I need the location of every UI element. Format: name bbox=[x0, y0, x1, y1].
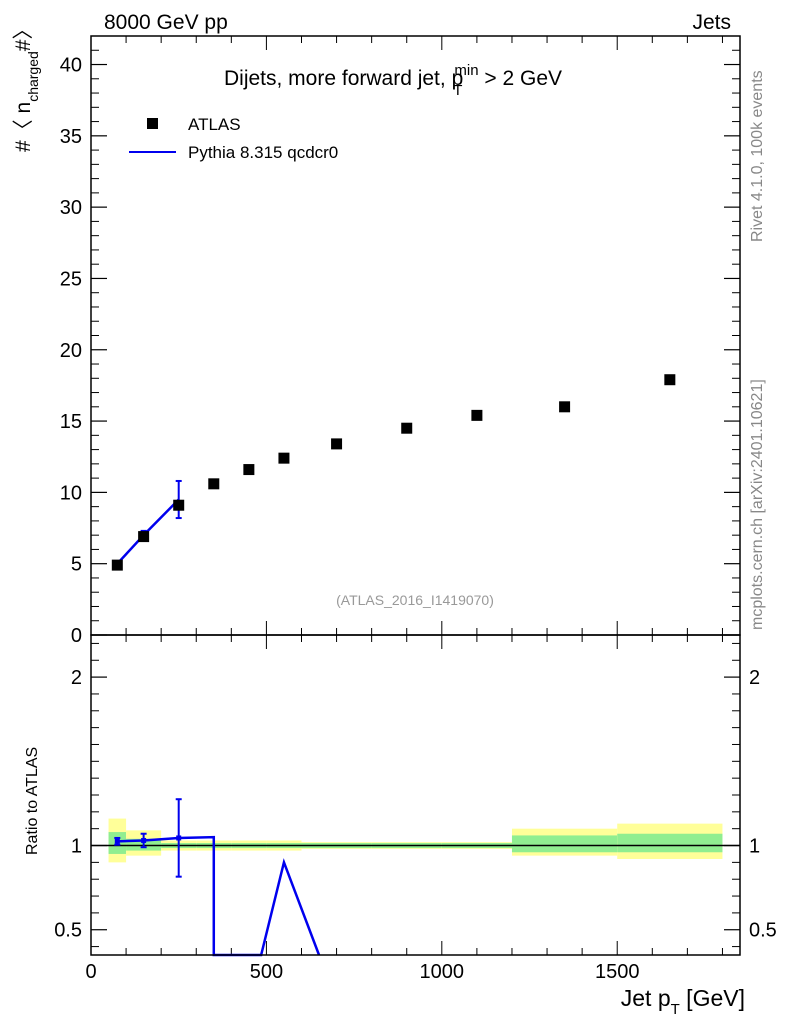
main-x-ticks bbox=[90, 36, 723, 635]
main-y-tick-label: 10 bbox=[60, 482, 82, 504]
atlas-data-point bbox=[664, 374, 676, 386]
ratio-x-label-main: Jet p bbox=[621, 985, 671, 1011]
main-y-tick-label: 35 bbox=[60, 126, 82, 148]
ratio-green-band bbox=[511, 835, 618, 853]
main-series bbox=[111, 374, 676, 571]
legend: ATLAS Pythia 8.315 qcdcr0 bbox=[129, 115, 338, 162]
mcplots-label: mcplots.cern.ch [arXiv:2401.10621] bbox=[749, 379, 766, 630]
ratio-x-tick-label: 0 bbox=[85, 961, 96, 983]
ratio-x-label-tail: [GeV] bbox=[680, 985, 745, 1011]
chart-title-sup: min bbox=[454, 62, 478, 79]
atlas-data-point bbox=[138, 531, 150, 543]
ratio-y-tick-label-right: 1 bbox=[749, 836, 760, 858]
ratio-marker bbox=[141, 837, 147, 843]
main-y-tick-label: 40 bbox=[60, 55, 82, 77]
atlas-data-point bbox=[331, 438, 343, 450]
legend-label-atlas: ATLAS bbox=[188, 115, 241, 134]
ratio-x-tick-label: 1500 bbox=[595, 961, 640, 983]
ratio-x-tick-label: 1000 bbox=[420, 961, 465, 983]
ratio-bands bbox=[108, 818, 723, 863]
atlas-data-point bbox=[208, 478, 220, 490]
main-y-label: #〈 ncharged#〉 bbox=[12, 19, 41, 152]
ratio-marker bbox=[114, 838, 120, 844]
ratio-y-tick-label: 2 bbox=[71, 667, 82, 689]
atlas-data-point bbox=[401, 422, 413, 434]
chart-title-main: Dijets, more forward jet, p bbox=[224, 67, 463, 90]
ratio-y-ticks: 0.5 0.5 1 1 2 2 bbox=[54, 642, 777, 948]
rivet-label: Rivet 4.1.0, 100k events bbox=[749, 70, 766, 242]
main-y-ticks: 0 5 10 15 20 25 30 35 40 bbox=[60, 35, 740, 647]
chart-title-sub: T bbox=[453, 82, 462, 99]
chart-title-tail: > 2 GeV bbox=[479, 67, 562, 90]
ratio-y-tick-label-right: 0.5 bbox=[749, 920, 777, 942]
legend-marker-atlas bbox=[147, 118, 158, 129]
ratio-x-tick-label: 500 bbox=[250, 961, 283, 983]
analysis-label: (ATLAS_2016_I1419070) bbox=[336, 592, 494, 608]
header-right: Jets bbox=[692, 11, 731, 34]
header-left: 8000 GeV pp bbox=[104, 11, 228, 34]
ratio-green-band bbox=[617, 833, 723, 853]
legend-label-pythia: Pythia 8.315 qcdcr0 bbox=[188, 143, 338, 162]
ratio-y-tick-label: 1 bbox=[71, 836, 82, 858]
main-y-tick-label: 5 bbox=[71, 554, 82, 576]
atlas-data-point bbox=[173, 499, 185, 511]
ratio-marker bbox=[176, 835, 182, 841]
main-y-tick-label: 15 bbox=[60, 411, 82, 433]
ratio-y-tick-label: 0.5 bbox=[54, 920, 82, 942]
main-y-tick-label: 20 bbox=[60, 340, 82, 362]
chart-title: Dijets, more forward jet, p Tmin > 2 GeV bbox=[224, 62, 562, 99]
atlas-data-point bbox=[471, 409, 483, 421]
main-y-label-sub: charged bbox=[25, 51, 41, 102]
atlas-data-point bbox=[243, 464, 255, 476]
ratio-x-label-sub: T bbox=[671, 1001, 680, 1018]
ratio-y-label: Ratio to ATLAS bbox=[24, 747, 41, 855]
main-y-tick-label: 25 bbox=[60, 268, 82, 290]
ratio-x-ticks: 0 500 1000 1500 bbox=[85, 635, 723, 983]
atlas-data-point bbox=[559, 401, 571, 413]
atlas-data-point bbox=[111, 559, 123, 571]
main-y-tick-label: 0 bbox=[71, 625, 82, 647]
main-y-label-tail: #〉 bbox=[12, 19, 35, 52]
ratio-x-label: Jet pT [GeV] bbox=[621, 985, 745, 1018]
main-y-label-main: #〈 n bbox=[12, 102, 35, 152]
ratio-panel: 0.5 0.5 1 1 2 2 0 500 1000 1500 Ratio to ATLAS J… bbox=[24, 634, 777, 1018]
ratio-series bbox=[114, 798, 321, 957]
atlas-data-point bbox=[278, 452, 290, 464]
main-panel: 0 5 10 15 20 25 30 35 40 Dijets, more forward je… bbox=[12, 19, 741, 647]
ratio-y-tick-label-right: 2 bbox=[749, 667, 760, 689]
main-y-tick-label: 30 bbox=[60, 197, 82, 219]
ratio-frame bbox=[90, 634, 741, 956]
